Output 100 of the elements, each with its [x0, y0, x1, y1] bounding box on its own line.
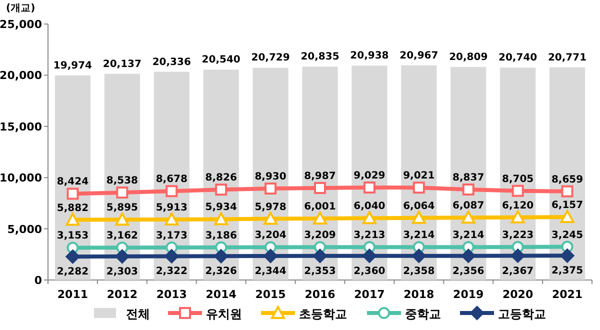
data-label: 6,087: [452, 200, 484, 212]
data-label: 6,064: [403, 200, 435, 212]
point: [560, 210, 574, 223]
data-label: 3,173: [156, 230, 188, 242]
point: [115, 212, 130, 226]
point: [512, 184, 524, 197]
point: [561, 185, 574, 198]
point: [264, 212, 278, 225]
point: [412, 182, 425, 194]
data-label: 20,967: [400, 50, 438, 62]
data-label: 20,938: [350, 50, 389, 62]
point: [166, 185, 178, 198]
legend-label: 중학교: [405, 307, 441, 321]
data-label: 5,934: [205, 202, 237, 214]
data-label: 2,353: [304, 266, 336, 277]
data-label: 3,204: [254, 230, 286, 242]
point: [462, 184, 474, 196]
point: [116, 186, 128, 199]
data-label: 9,029: [354, 170, 386, 182]
data-label: 2,303: [106, 266, 138, 278]
point: [214, 212, 228, 226]
legend-label: 유치원: [206, 307, 242, 321]
data-label: 20,809: [449, 52, 488, 63]
y-tick-label: 5,000: [7, 222, 42, 236]
y-tick-label: 20,000: [0, 69, 42, 82]
point: [313, 248, 327, 263]
data-label: 3,223: [502, 230, 534, 241]
data-label: 5,882: [56, 202, 89, 214]
data-label: 6,001: [304, 202, 336, 213]
point: [412, 248, 426, 263]
point: [363, 182, 376, 194]
data-label: 3,162: [106, 230, 138, 242]
data-label: 2,360: [354, 266, 386, 277]
legend-label: 전체: [126, 307, 150, 321]
data-label: 2,282: [56, 266, 89, 278]
legend-label: 초등학교: [299, 307, 347, 321]
x-tick-label: 2012: [106, 288, 138, 301]
x-tick-label: 2020: [502, 288, 534, 301]
data-label: 3,214: [403, 230, 435, 242]
point: [214, 249, 228, 264]
data-label: 8,538: [106, 176, 138, 187]
data-label: 2,322: [156, 266, 188, 278]
point: [510, 248, 525, 263]
point: [264, 248, 278, 263]
point: [362, 248, 376, 263]
data-label: 8,837: [452, 172, 484, 184]
data-label: 9,021: [403, 170, 435, 182]
point: [66, 212, 80, 226]
data-label: 20,137: [102, 58, 142, 70]
x-tick-label: 2013: [156, 288, 187, 301]
legend-label: 고등학교: [498, 307, 546, 321]
data-label: 5,913: [156, 202, 188, 214]
y-tick-label: 0: [34, 274, 42, 287]
data-label: 2,375: [551, 266, 584, 277]
data-label: 3,209: [304, 230, 336, 242]
data-label: 2,356: [452, 266, 484, 277]
point: [66, 188, 79, 200]
point: [314, 182, 326, 194]
x-tick-label: 2018: [404, 288, 434, 301]
data-label: 8,659: [551, 174, 584, 186]
x-tick-label: 2014: [206, 288, 237, 301]
point: [215, 184, 228, 196]
y-tick-label: 15,000: [0, 120, 42, 134]
y-axis-title: (개교): [6, 3, 36, 14]
x-tick-label: 2017: [354, 288, 385, 301]
point: [66, 250, 80, 264]
x-tick-label: 2019: [453, 288, 484, 301]
point: [461, 248, 476, 263]
point: [164, 249, 179, 264]
y-tick-label: 25,000: [0, 18, 42, 31]
data-label: 3,213: [354, 230, 386, 242]
data-label: 20,740: [498, 52, 538, 64]
data-label: 8,930: [254, 172, 286, 183]
point: [560, 248, 574, 263]
data-label: 2,344: [254, 266, 286, 277]
data-label: 6,157: [551, 200, 584, 211]
x-tick-label: 2015: [255, 288, 286, 301]
data-label: 8,678: [156, 174, 188, 186]
x-tick-label: 2011: [57, 288, 88, 301]
point: [461, 210, 476, 224]
y-tick-label: 10,000: [0, 172, 42, 185]
point: [164, 212, 179, 226]
data-label: 6,120: [502, 200, 534, 212]
data-label: 3,186: [205, 230, 237, 242]
data-label: 8,826: [205, 172, 237, 184]
point: [412, 210, 426, 224]
data-label: 3,153: [56, 230, 89, 242]
data-label: 8,705: [502, 174, 534, 185]
data-label: 20,729: [251, 52, 290, 64]
data-label: 19,974: [53, 60, 92, 72]
data-label: 20,336: [152, 56, 191, 68]
point: [313, 212, 327, 225]
data-label: 3,245: [551, 230, 584, 241]
data-label: 8,987: [304, 170, 336, 182]
data-label: 2,367: [502, 266, 534, 277]
x-tick-label: 2016: [304, 288, 336, 301]
point: [115, 249, 130, 264]
data-label: 2,326: [205, 266, 237, 278]
point: [510, 210, 525, 224]
data-label: 5,895: [106, 202, 138, 214]
